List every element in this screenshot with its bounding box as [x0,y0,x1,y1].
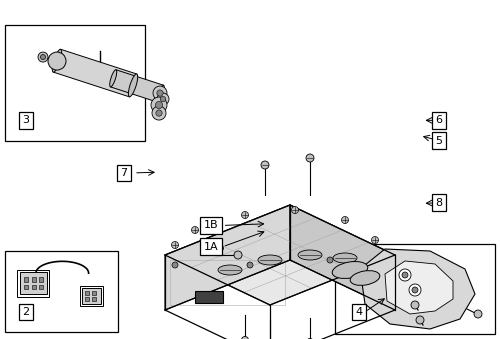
Bar [82,288,101,304]
Polygon shape [165,205,395,305]
Circle shape [151,97,167,113]
Bar [85,291,89,295]
Bar [85,297,89,301]
Ellipse shape [218,265,242,275]
Circle shape [327,257,333,263]
Text: 8: 8 [436,198,442,208]
Circle shape [247,262,253,268]
Circle shape [306,154,314,162]
Circle shape [40,55,46,60]
Bar [170,260,285,305]
Circle shape [156,101,162,109]
Ellipse shape [350,271,380,285]
Circle shape [474,310,482,318]
Text: 3: 3 [22,115,30,125]
Circle shape [156,110,162,116]
Circle shape [192,226,198,234]
Ellipse shape [298,250,322,260]
Text: 6: 6 [436,115,442,125]
Bar [5,251,117,332]
Circle shape [292,206,298,214]
Bar [195,291,223,303]
Circle shape [412,287,418,293]
Bar [24,277,28,281]
Circle shape [242,212,248,219]
Bar [92,291,96,295]
Bar [39,277,44,281]
Ellipse shape [110,70,116,87]
Ellipse shape [332,261,368,278]
Circle shape [172,241,178,248]
Bar [17,270,50,297]
Circle shape [160,96,166,102]
Ellipse shape [158,85,164,102]
Text: 4: 4 [356,307,362,317]
Circle shape [157,93,169,105]
Ellipse shape [52,49,62,72]
Circle shape [342,217,348,223]
Circle shape [153,86,167,100]
Ellipse shape [128,74,138,97]
Circle shape [38,52,48,62]
Bar [39,285,44,289]
Bar [335,244,495,334]
Circle shape [411,301,419,309]
Circle shape [261,161,269,169]
Circle shape [372,237,378,243]
Bar [20,272,47,294]
Polygon shape [53,49,137,97]
Polygon shape [290,205,395,310]
Circle shape [399,269,411,281]
Circle shape [402,272,408,278]
Bar [32,285,36,289]
Polygon shape [385,261,453,314]
Text: 5: 5 [436,136,442,146]
Ellipse shape [258,255,282,265]
Polygon shape [360,249,475,329]
Ellipse shape [333,253,357,263]
Circle shape [172,262,178,268]
Circle shape [152,106,166,120]
Text: 1A: 1A [204,242,218,252]
Bar [5,25,145,141]
Bar [80,286,102,306]
Circle shape [416,316,424,324]
Text: 7: 7 [120,168,128,178]
Circle shape [157,90,163,96]
Circle shape [234,251,242,259]
Circle shape [48,52,66,70]
Text: 1B: 1B [204,220,218,231]
Polygon shape [110,70,164,102]
Polygon shape [165,205,290,310]
Bar [32,277,36,281]
Bar [24,285,28,289]
Circle shape [409,284,421,296]
Bar [92,297,96,301]
Circle shape [242,337,248,339]
Circle shape [216,244,224,252]
Text: 2: 2 [22,307,30,317]
